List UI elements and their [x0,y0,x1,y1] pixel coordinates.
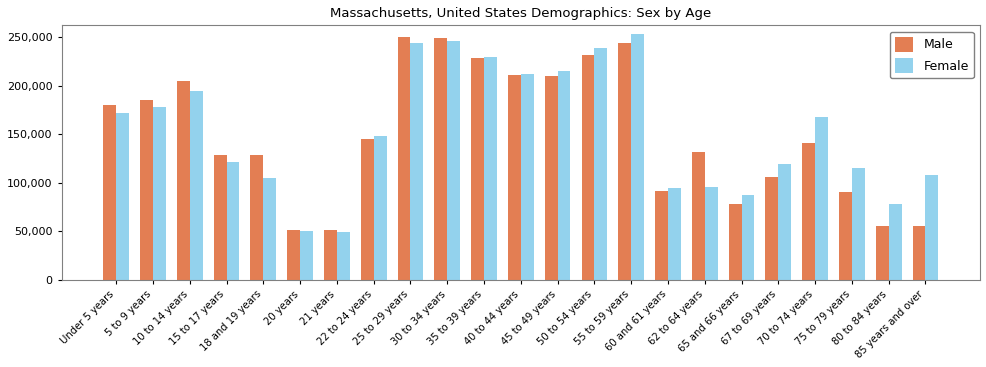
Bar [250,155,263,280]
Bar [728,204,740,280]
Bar [814,117,827,280]
Bar [336,232,349,280]
Bar [447,41,459,280]
Bar [140,100,153,280]
Bar [214,155,227,280]
Bar [851,168,864,280]
Bar [361,139,374,280]
Bar [655,190,668,280]
Bar [668,188,680,280]
Bar [581,55,594,280]
Bar [557,71,570,280]
Bar [263,178,276,280]
Bar [434,38,447,280]
Bar [630,34,644,280]
Bar [765,177,778,280]
Bar [887,204,900,280]
Bar [594,48,606,280]
Bar [189,91,202,280]
Bar [925,175,938,280]
Bar [521,74,533,280]
Title: Massachusetts, United States Demographics: Sex by Age: Massachusetts, United States Demographic… [330,7,711,20]
Bar [227,162,240,280]
Bar [104,105,116,280]
Bar [153,107,166,280]
Bar [300,231,313,280]
Bar [410,43,423,280]
Bar [802,143,814,280]
Bar [704,187,717,280]
Bar [617,43,630,280]
Bar [912,226,925,280]
Bar [740,195,753,280]
Bar [483,57,496,280]
Bar [778,164,791,280]
Bar [508,75,521,280]
Bar [116,113,129,280]
Bar [323,230,336,280]
Bar [875,226,887,280]
Bar [838,192,851,280]
Bar [544,76,557,280]
Bar [397,37,410,280]
Bar [470,58,483,280]
Bar [287,230,300,280]
Bar [176,81,189,280]
Bar [374,136,387,280]
Bar [691,152,704,280]
Legend: Male, Female: Male, Female [888,32,973,78]
